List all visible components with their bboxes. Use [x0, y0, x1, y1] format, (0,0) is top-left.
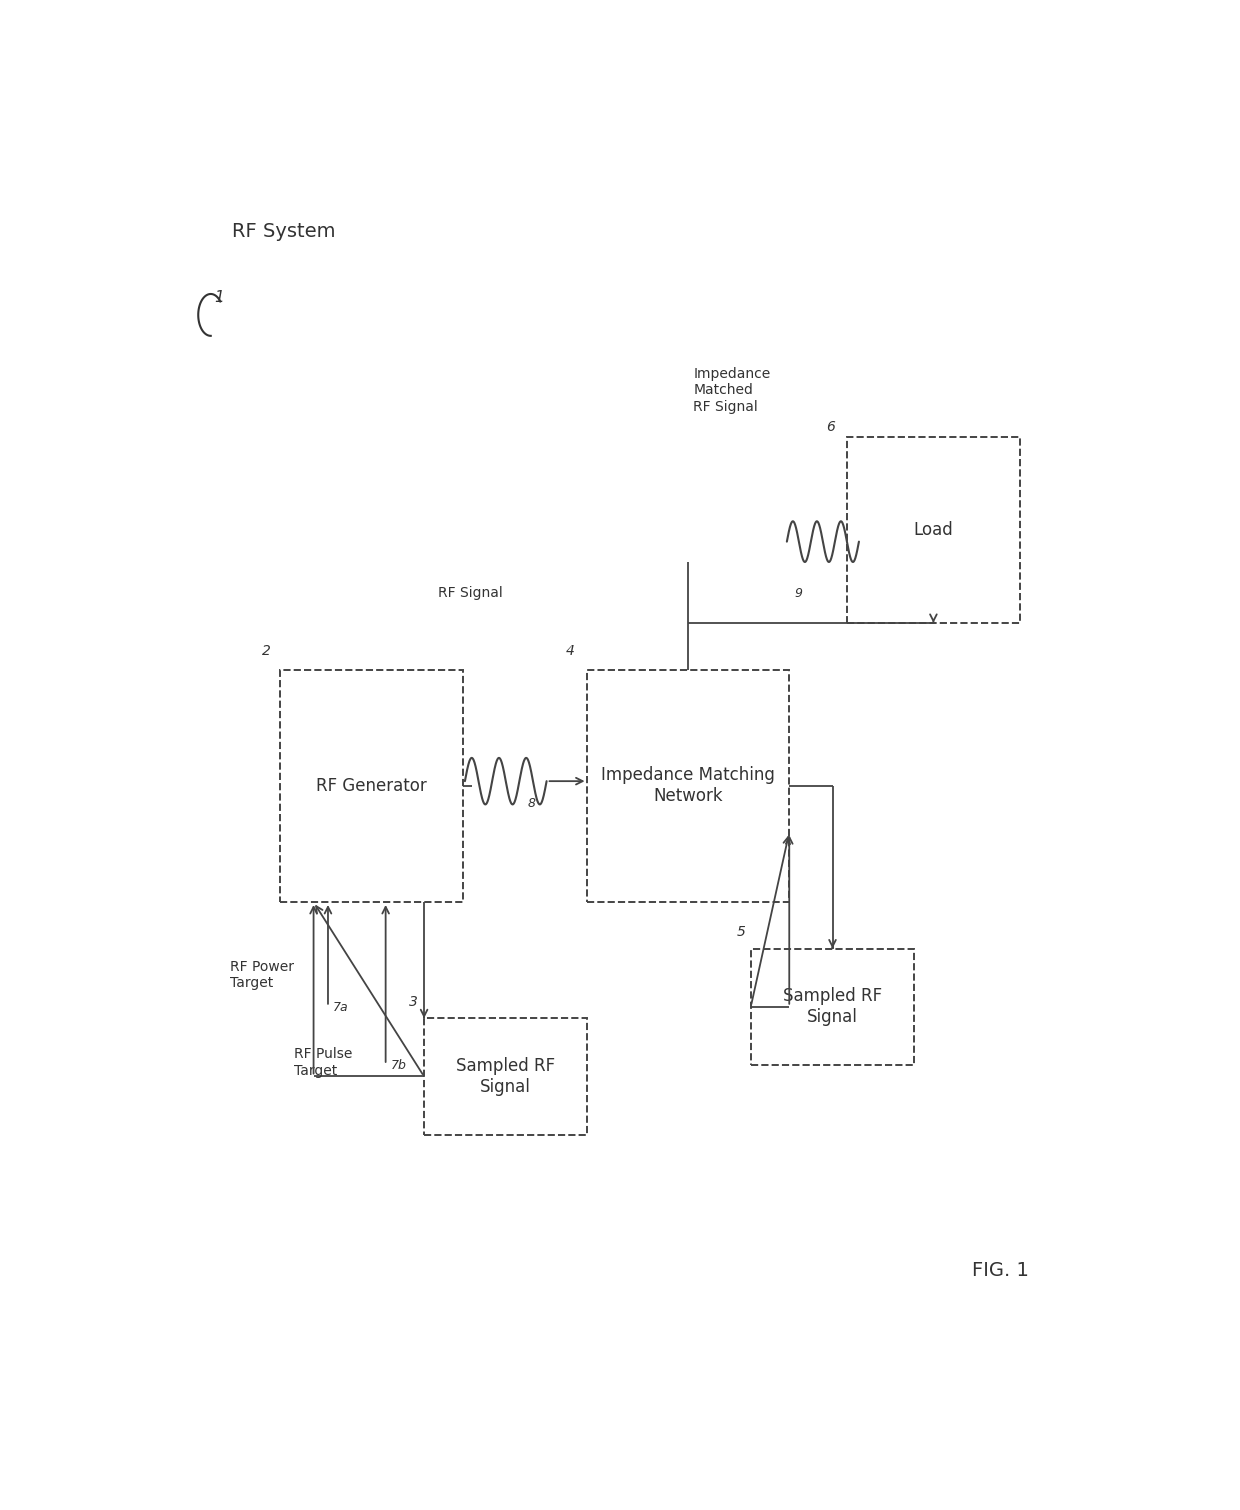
Bar — [847, 436, 1019, 624]
Text: RF Generator: RF Generator — [316, 776, 427, 794]
Text: RF Signal: RF Signal — [439, 586, 503, 599]
Text: 6: 6 — [827, 420, 836, 433]
Text: Sampled RF
Signal: Sampled RF Signal — [782, 988, 882, 1027]
Text: 7a: 7a — [332, 1001, 348, 1013]
Text: 3: 3 — [408, 995, 418, 1009]
Text: 7b: 7b — [391, 1059, 407, 1072]
Bar — [751, 948, 914, 1065]
Bar — [588, 669, 790, 901]
Text: 2: 2 — [262, 643, 270, 658]
Bar — [280, 669, 463, 901]
Text: RF System: RF System — [232, 222, 335, 242]
Text: Impedance Matching
Network: Impedance Matching Network — [601, 767, 775, 805]
Text: RF Pulse
Target: RF Pulse Target — [294, 1048, 352, 1078]
Text: 4: 4 — [567, 643, 575, 658]
Text: 1: 1 — [215, 290, 224, 305]
Text: 9: 9 — [794, 587, 802, 601]
Text: 8: 8 — [528, 797, 536, 811]
Text: 5: 5 — [737, 926, 746, 939]
Text: RF Power
Target: RF Power Target — [229, 960, 294, 991]
Text: Sampled RF
Signal: Sampled RF Signal — [456, 1057, 556, 1096]
Text: Load: Load — [914, 521, 954, 539]
Bar — [424, 1018, 588, 1134]
Text: FIG. 1: FIG. 1 — [972, 1261, 1029, 1280]
Text: Impedance
Matched
RF Signal: Impedance Matched RF Signal — [693, 367, 770, 414]
